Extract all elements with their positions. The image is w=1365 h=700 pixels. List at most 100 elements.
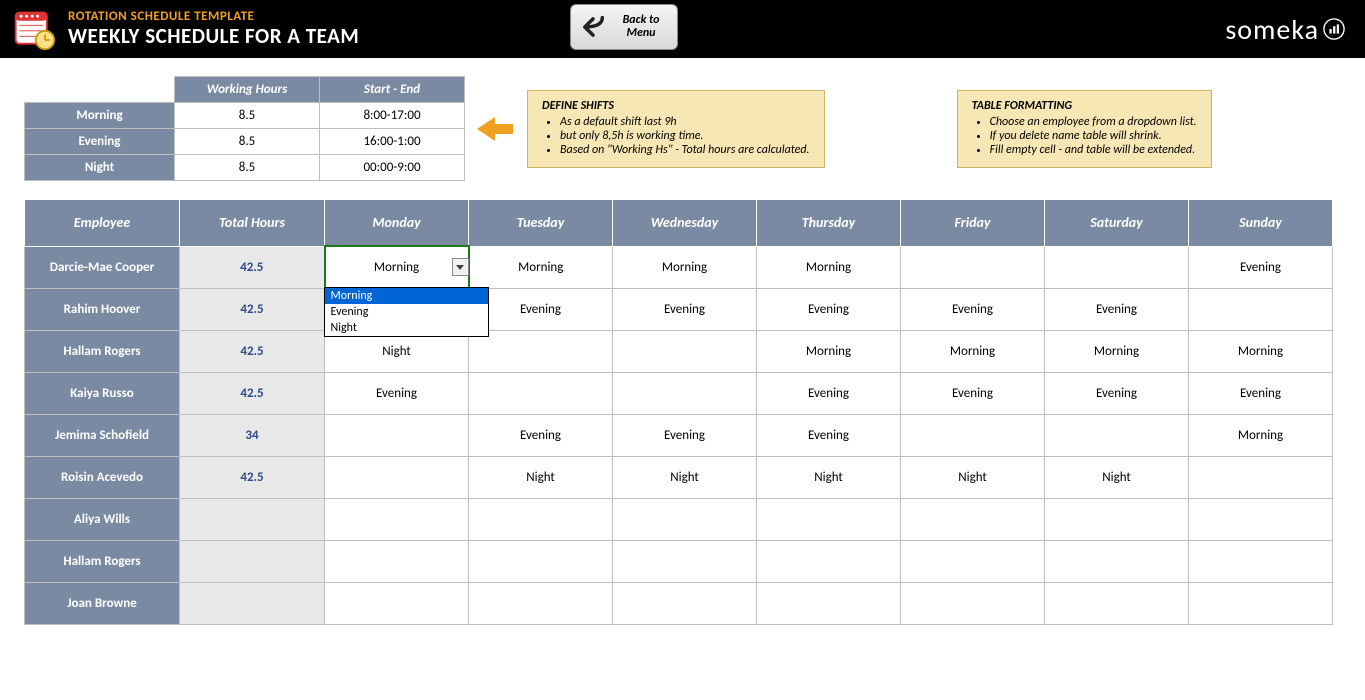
shift-dropdown[interactable]: MorningEveningNight: [324, 287, 489, 337]
shift-cell[interactable]: Evening: [757, 288, 901, 330]
shift-cell[interactable]: [325, 414, 469, 456]
dropdown-option[interactable]: Night: [325, 320, 488, 336]
employee-cell[interactable]: Jemima Schofield: [25, 414, 180, 456]
shift-cell[interactable]: [469, 372, 613, 414]
shift-cell[interactable]: Night: [469, 456, 613, 498]
shift-cell[interactable]: [1045, 414, 1189, 456]
shift-cell[interactable]: [901, 582, 1045, 624]
shift-cell[interactable]: [1189, 582, 1333, 624]
blank-cell: [25, 77, 175, 103]
shift-range[interactable]: 00:00-9:00: [320, 155, 465, 181]
shift-range[interactable]: 8:00-17:00: [320, 103, 465, 129]
shift-cell[interactable]: [757, 540, 901, 582]
employee-cell[interactable]: Hallam Rogers: [25, 330, 180, 372]
shift-cell[interactable]: Evening: [325, 372, 469, 414]
shift-cell[interactable]: Evening: [757, 414, 901, 456]
employee-cell[interactable]: Kaiya Russo: [25, 372, 180, 414]
shift-cell[interactable]: Night: [1045, 456, 1189, 498]
note-item: If you delete name table will shrink.: [990, 129, 1197, 143]
shift-cell[interactable]: [1189, 540, 1333, 582]
shift-cell[interactable]: [613, 582, 757, 624]
shift-cell[interactable]: [1045, 498, 1189, 540]
col-employee: Employee: [25, 200, 180, 247]
shift-cell[interactable]: [469, 330, 613, 372]
shift-cell[interactable]: [613, 540, 757, 582]
shift-cell[interactable]: [325, 582, 469, 624]
shift-cell[interactable]: [901, 246, 1045, 288]
col-thursday: Thursday: [757, 200, 901, 247]
shift-cell[interactable]: Morning: [1189, 414, 1333, 456]
shift-cell[interactable]: [1045, 246, 1189, 288]
shift-cell[interactable]: Evening: [469, 414, 613, 456]
shift-cell[interactable]: Evening: [613, 414, 757, 456]
shift-cell[interactable]: [325, 456, 469, 498]
shift-cell[interactable]: Evening: [1045, 372, 1189, 414]
employee-cell[interactable]: Darcie-Mae Cooper: [25, 246, 180, 288]
shift-cell[interactable]: Morning: [757, 330, 901, 372]
shift-cell[interactable]: [901, 540, 1045, 582]
table-row: Jemima Schofield34EveningEveningEveningM…: [25, 414, 1333, 456]
shift-cell[interactable]: Evening: [901, 372, 1045, 414]
shift-cell[interactable]: [901, 498, 1045, 540]
arrow-left-icon: [477, 117, 495, 141]
shift-cell[interactable]: Morning: [613, 246, 757, 288]
shift-cell[interactable]: Evening: [1189, 246, 1333, 288]
shift-cell[interactable]: Evening: [757, 372, 901, 414]
col-tuesday: Tuesday: [469, 200, 613, 247]
shift-cell[interactable]: [757, 582, 901, 624]
table-row: Darcie-Mae Cooper42.5MorningMorningEveni…: [25, 246, 1333, 288]
shift-cell[interactable]: [613, 372, 757, 414]
shift-cell[interactable]: Morning: [1045, 330, 1189, 372]
table-row: Hallam Rogers: [25, 540, 1333, 582]
shift-cell[interactable]: Evening: [1045, 288, 1189, 330]
employee-cell[interactable]: Joan Browne: [25, 582, 180, 624]
shift-cell[interactable]: [469, 582, 613, 624]
shift-hours[interactable]: 8.5: [175, 103, 320, 129]
dropdown-handle[interactable]: [452, 258, 469, 276]
employee-cell[interactable]: Roisin Acevedo: [25, 456, 180, 498]
shift-cell[interactable]: [1189, 288, 1333, 330]
shift-cell[interactable]: [1189, 456, 1333, 498]
content-area: Working Hours Start - End Morning 8.5 8:…: [0, 58, 1365, 643]
shift-cell[interactable]: [469, 498, 613, 540]
shift-cell[interactable]: Morning: [469, 246, 613, 288]
shift-hours[interactable]: 8.5: [175, 129, 320, 155]
total-hours-cell: [180, 582, 325, 624]
shift-cell[interactable]: Morning: [1189, 330, 1333, 372]
shift-cell[interactable]: Night: [901, 456, 1045, 498]
shift-cell[interactable]: Evening: [469, 288, 613, 330]
back-to-menu-button[interactable]: Back to Menu: [570, 4, 678, 50]
note-item: Based on "Working Hs" - Total hours are …: [560, 143, 810, 157]
shift-label: Evening: [25, 129, 175, 155]
shift-cell[interactable]: Night: [613, 456, 757, 498]
shift-cell[interactable]: Morning: [757, 246, 901, 288]
shift-cell[interactable]: Night: [757, 456, 901, 498]
dropdown-option[interactable]: Evening: [325, 304, 488, 320]
shift-cell[interactable]: [1045, 582, 1189, 624]
shift-label: Morning: [25, 103, 175, 129]
shift-cell[interactable]: [1189, 498, 1333, 540]
shift-cell[interactable]: [757, 498, 901, 540]
shift-cell[interactable]: Morning: [901, 330, 1045, 372]
shift-cell[interactable]: [1045, 540, 1189, 582]
shift-cell[interactable]: Evening: [1189, 372, 1333, 414]
employee-cell[interactable]: Hallam Rogers: [25, 540, 180, 582]
shift-cell[interactable]: [325, 540, 469, 582]
shifts-table: Working Hours Start - End Morning 8.5 8:…: [24, 76, 465, 181]
shift-hours[interactable]: 8.5: [175, 155, 320, 181]
shift-cell[interactable]: Evening: [613, 288, 757, 330]
shift-range[interactable]: 16:00-1:00: [320, 129, 465, 155]
employee-cell[interactable]: Aliya Wills: [25, 498, 180, 540]
shift-cell[interactable]: [613, 498, 757, 540]
dropdown-option[interactable]: Morning: [325, 288, 488, 304]
employee-cell[interactable]: Rahim Hoover: [25, 288, 180, 330]
shift-cell[interactable]: MorningMorningEveningNight: [325, 246, 469, 288]
total-hours-cell: 42.5: [180, 330, 325, 372]
shift-cell[interactable]: Evening: [901, 288, 1045, 330]
shift-cell[interactable]: [469, 540, 613, 582]
shift-cell[interactable]: [901, 414, 1045, 456]
shift-cell[interactable]: [325, 498, 469, 540]
col-total-hours: Total Hours: [180, 200, 325, 247]
note-item: Fill empty cell - and table will be exte…: [990, 143, 1197, 157]
shift-cell[interactable]: [613, 330, 757, 372]
